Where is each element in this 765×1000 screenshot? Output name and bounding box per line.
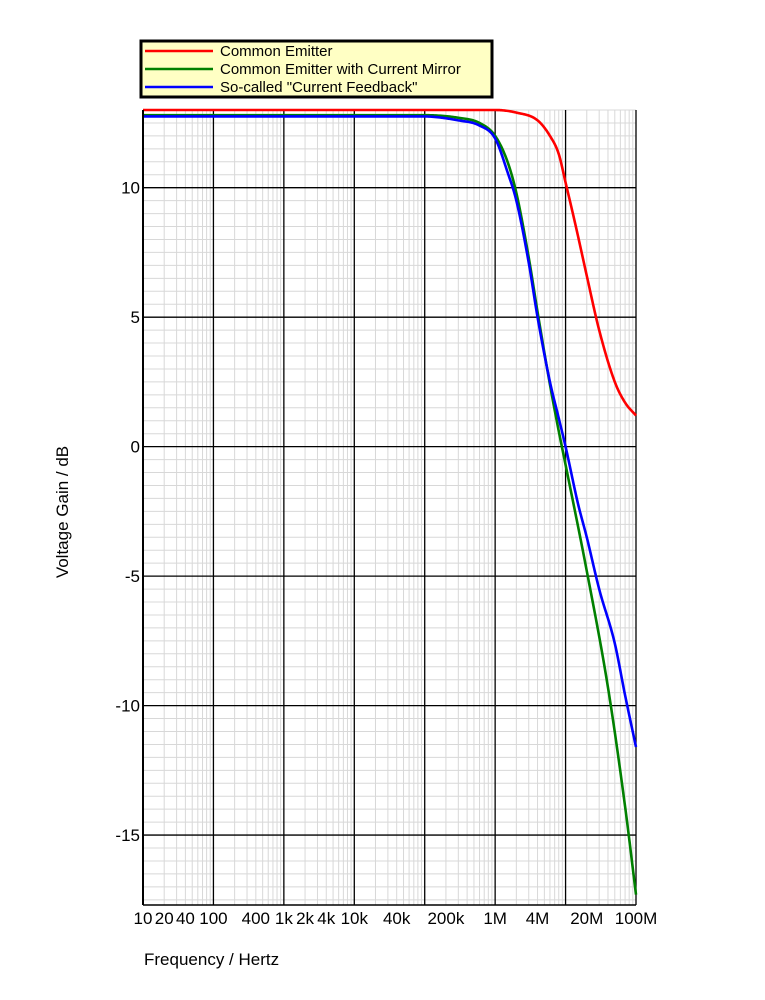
series-layer [143,108,638,895]
y-tick-label: -10 [115,697,140,716]
x-tick-label: 10k [341,909,369,928]
x-tick-label: 100M [615,909,658,928]
x-tick-label: 1k [275,909,293,928]
x-tick-label: 40k [383,909,411,928]
x-tick-label: 2k [296,909,314,928]
minor-grid [143,109,636,905]
legend-label-0: Common Emitter [220,43,333,60]
y-axis-title: Voltage Gain / dB [53,446,72,578]
x-tick-label: 4M [526,909,550,928]
y-tick-label: -15 [115,826,140,845]
y-tick-label: 0 [131,438,140,457]
x-tick-label: 1M [483,909,507,928]
legend-label-1: Common Emitter with Current Mirror [220,61,461,78]
x-tick-label: 40 [176,909,195,928]
series-line-0 [143,108,637,417]
legend-label-2: So-called "Current Feedback" [220,79,417,96]
axis-layer [142,110,636,906]
y-tick-label: 5 [131,308,140,327]
x-axis-title: Frequency / Hertz [144,950,279,969]
y-tick-label: 10 [121,179,140,198]
series-line-2 [143,115,638,748]
x-tick-label: 20 [155,909,174,928]
x-tick-label: 200k [427,909,464,928]
tick-labels: 10 20 40 100 400 1k 2k 4k 10k 40k 200k 1M 4M 20M 100M1… [115,179,657,928]
x-tick-label: 20M [570,909,603,928]
y-tick-label: -5 [125,567,140,586]
x-tick-label: 100 [199,909,227,928]
x-tick-label: 4k [317,909,335,928]
x-tick-label: 10 [134,909,153,928]
x-tick-label: 400 [242,909,270,928]
